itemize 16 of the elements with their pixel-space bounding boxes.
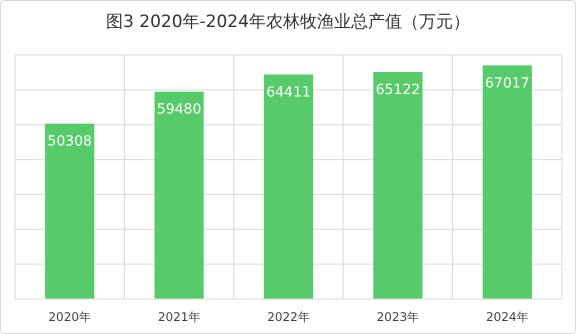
x-tick-label: 2021年 [158,310,200,324]
x-tick-label: 2023年 [376,310,420,324]
bar [373,72,423,299]
data-label: 59480 [156,102,202,118]
data-label: 64411 [266,84,311,100]
chart-title: 图3 2020年-2024年农林牧渔业总产值（万元） [106,12,470,32]
x-tick-label: 2022年 [267,310,310,324]
x-tick-label: 2020年 [48,310,91,324]
bar [154,92,204,299]
x-tick-label: 2024年 [486,310,529,324]
data-label: 67017 [485,75,530,92]
bar [264,74,314,299]
data-label: 50308 [47,134,92,150]
bar [45,124,94,299]
bar [482,65,532,299]
data-label: 65122 [376,82,420,98]
